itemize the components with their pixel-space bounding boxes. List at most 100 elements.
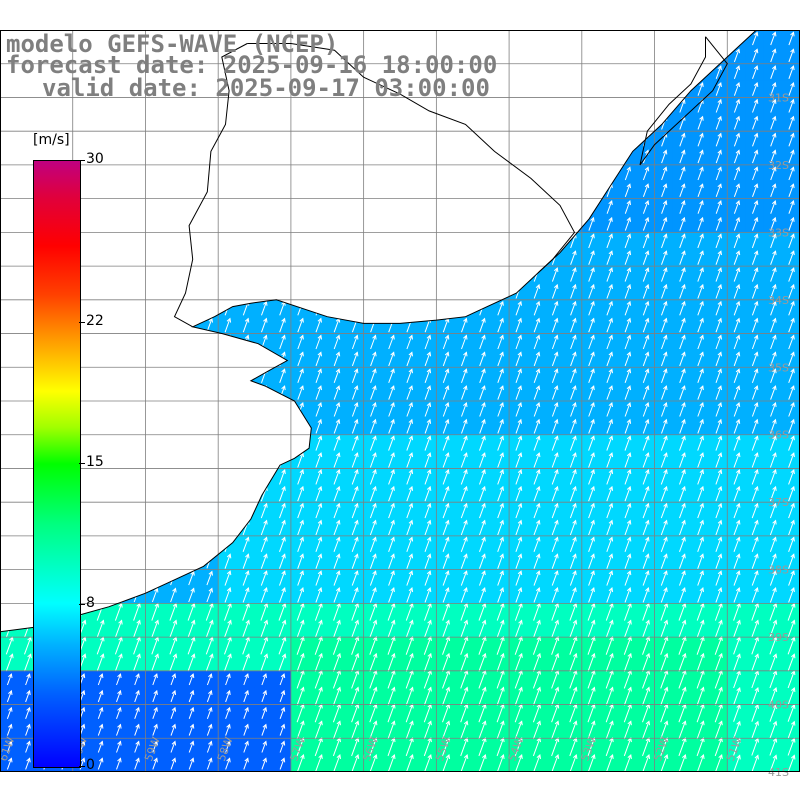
wind-arrow [333, 469, 340, 485]
wind-arrowhead [645, 587, 650, 593]
wind-speed-cell [236, 772, 255, 789]
wind-arrow [624, 352, 631, 367]
wind-arrowhead [517, 351, 522, 357]
wind-arrow [315, 503, 322, 519]
wind-arrow [733, 469, 740, 485]
wind-arrowhead [681, 368, 686, 374]
wind-arrow [497, 402, 504, 417]
wind-arrowhead [626, 183, 631, 189]
wind-arrowhead [772, 469, 777, 475]
wind-arrowhead [426, 485, 432, 491]
wind-arrowhead [481, 587, 486, 593]
wind-arrow [715, 469, 722, 485]
wind-arrow [679, 436, 686, 451]
wind-arrowhead [590, 418, 595, 424]
wind-arrow [533, 318, 540, 333]
wind-arrow [642, 554, 649, 569]
wind-arrowhead [572, 536, 577, 542]
wind-arrow [715, 318, 722, 333]
wind-arrowhead [499, 553, 504, 559]
wind-arrowhead [590, 519, 595, 525]
wind-arrow [788, 184, 794, 197]
wind-arrow [442, 554, 449, 569]
wind-arrow [661, 167, 667, 181]
wind-speed-cell [327, 772, 346, 789]
wind-arrow [751, 452, 758, 468]
wind-arrowhead [426, 587, 432, 593]
wind-arrow [351, 402, 358, 417]
wind-arrowhead [444, 368, 450, 374]
wind-arrow [679, 452, 686, 468]
wind-arrow [715, 419, 722, 434]
wind-arrow [769, 436, 777, 451]
wind-arrow [788, 554, 795, 569]
wind-arrow [697, 537, 704, 552]
wind-arrowhead [208, 587, 213, 593]
wind-arrowhead [644, 283, 650, 289]
wind-arrowhead [463, 418, 468, 424]
wind-arrow [752, 65, 758, 79]
wind-arrowhead [517, 536, 523, 542]
wind-arrow [661, 251, 667, 265]
wind-arrow [624, 369, 631, 383]
wind-arrowhead [645, 452, 650, 458]
wind-arrowhead [572, 485, 577, 491]
wind-arrow [588, 537, 595, 552]
wind-arrow [788, 452, 795, 468]
wind-arrow [770, 133, 776, 147]
wind-arrowhead [281, 519, 286, 525]
wind-arrow [406, 503, 413, 519]
wind-arrowhead [517, 452, 523, 458]
wind-arrow [769, 571, 777, 586]
wind-arrowhead [590, 216, 595, 222]
wind-arrowhead [754, 435, 759, 441]
wind-arrow [606, 267, 613, 282]
wind-arrowhead [626, 283, 632, 289]
wind-speed-cell [582, 772, 601, 789]
wind-arrowhead [481, 536, 486, 542]
wind-arrowhead [499, 469, 504, 475]
wind-arrowhead [608, 519, 614, 525]
wind-arrow [642, 335, 649, 350]
wind-arrowhead [190, 570, 195, 576]
wind-arrow [715, 503, 722, 519]
wind-arrowhead [608, 402, 613, 407]
wind-arrow [751, 301, 758, 316]
wind-arrow [733, 234, 740, 249]
wind-arrow [533, 369, 540, 383]
wind-arrowhead [772, 553, 777, 559]
wind-arrow [369, 469, 377, 485]
wind-arrow [752, 133, 758, 147]
wind-arrowhead [790, 519, 795, 525]
wind-arrow [442, 520, 449, 536]
wind-arrow [715, 385, 722, 400]
wind-arrowhead [699, 402, 704, 407]
wind-speed-cell [182, 772, 201, 789]
wind-arrow [206, 588, 213, 603]
wind-arrowhead [408, 553, 414, 559]
wind-arrowhead [481, 402, 486, 407]
wind-arrowhead [390, 435, 395, 441]
wind-arrow [497, 352, 504, 367]
wind-arrowhead [735, 452, 741, 458]
wind-arrowhead [608, 233, 613, 239]
wind-arrow [733, 369, 740, 383]
wind-arrowhead [153, 587, 159, 593]
wind-arrowhead [681, 132, 686, 138]
wind-arrow [588, 234, 595, 249]
wind-arrowhead [772, 502, 777, 508]
wind-arrowhead [317, 402, 322, 407]
wind-arrowhead [772, 300, 777, 306]
wind-arrow [424, 436, 431, 451]
wind-arrowhead [790, 250, 795, 256]
wind-arrowhead [644, 385, 650, 391]
wind-arrow [770, 65, 776, 79]
wind-arrowhead [645, 469, 650, 475]
wind-arrow [679, 537, 686, 552]
wind-arrowhead [553, 385, 559, 391]
wind-arrowhead [517, 385, 522, 391]
wind-arrow [515, 436, 522, 451]
wind-arrow [679, 267, 686, 282]
wind-arrow [479, 402, 486, 417]
wind-arrow [460, 587, 468, 603]
